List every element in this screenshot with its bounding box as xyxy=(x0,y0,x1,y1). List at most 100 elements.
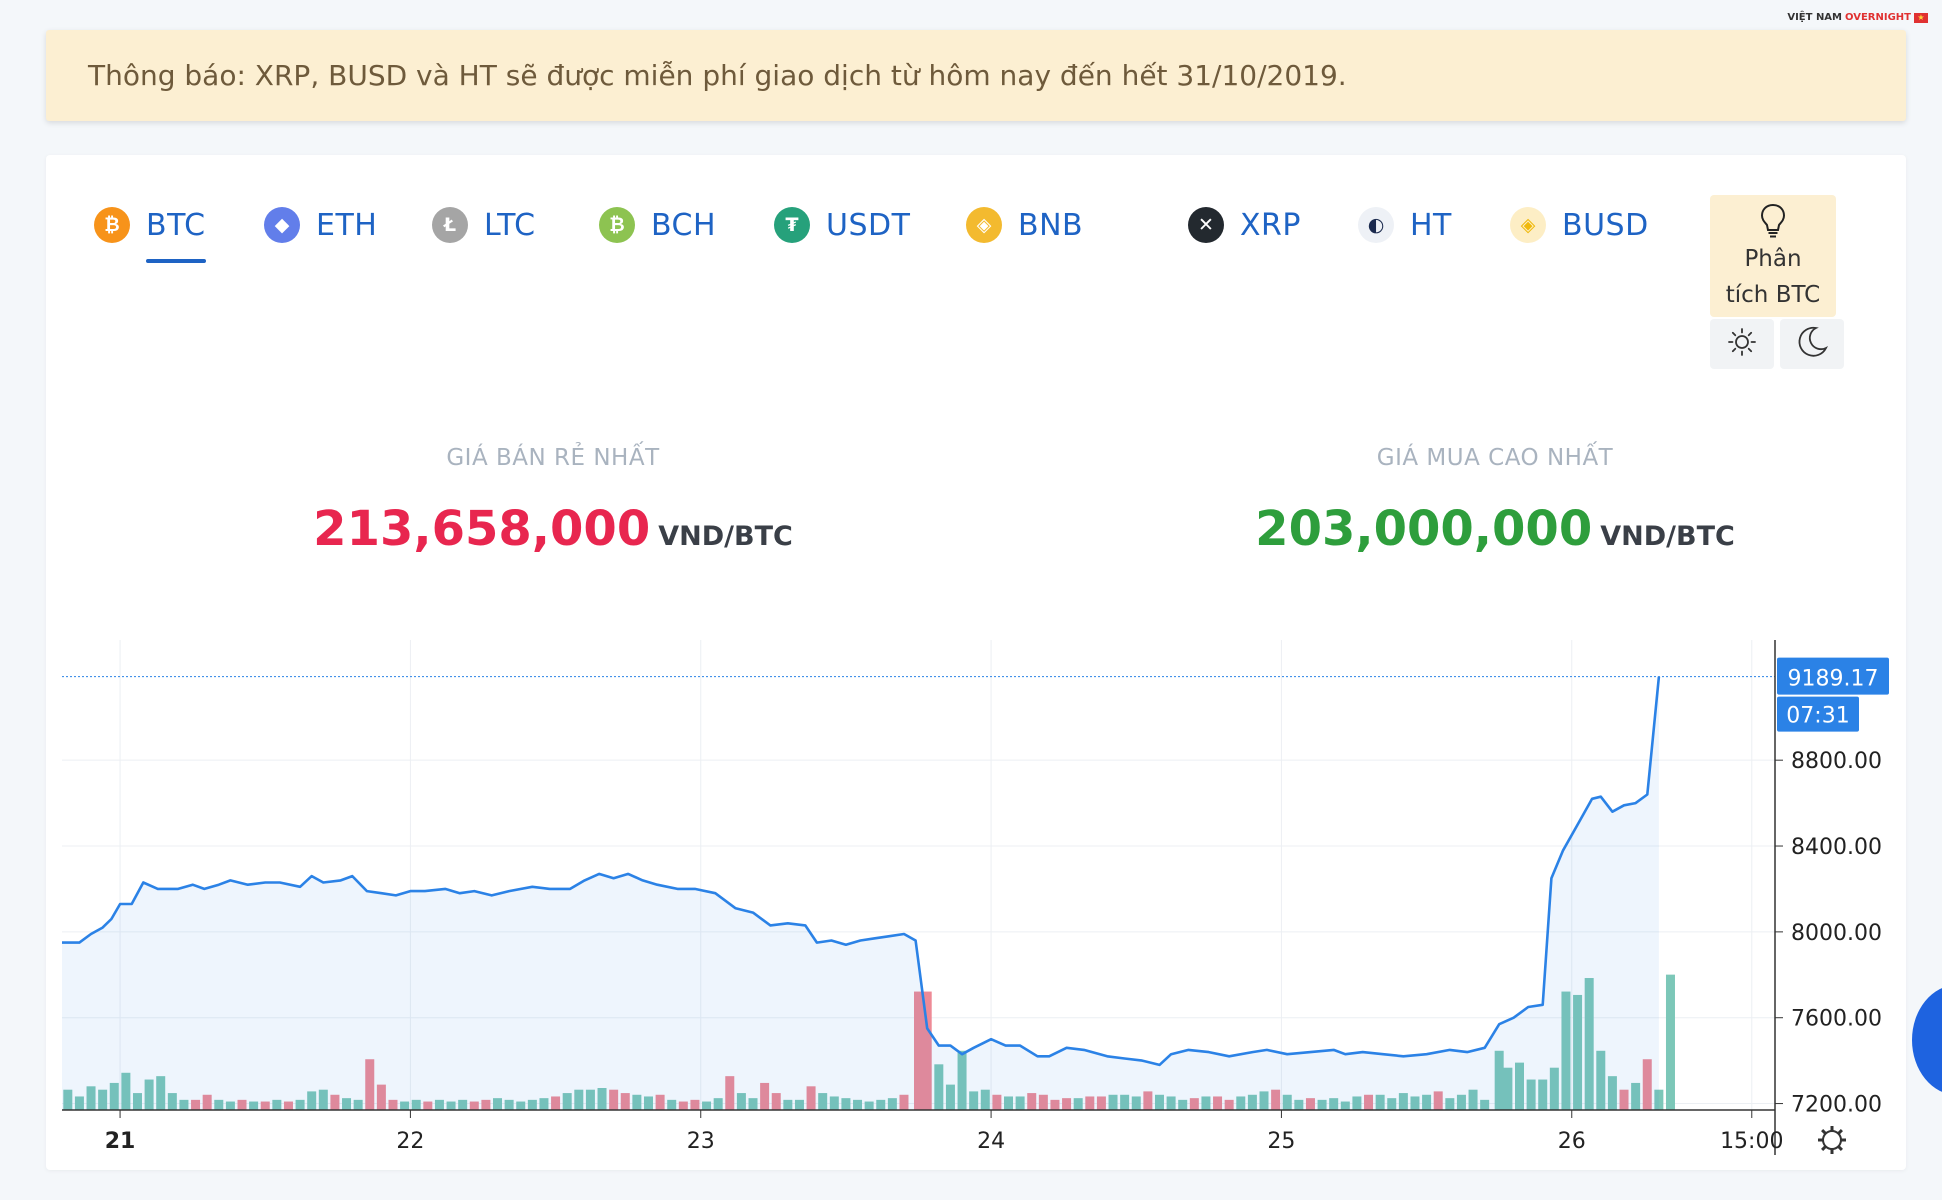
analysis-label-line1: Phân xyxy=(1744,246,1802,272)
volume-bar xyxy=(1422,1094,1432,1110)
volume-bar xyxy=(1062,1098,1072,1110)
volume-bar xyxy=(1213,1096,1223,1110)
tab-label: BNB xyxy=(1018,207,1084,243)
volume-bar xyxy=(516,1101,526,1110)
volume-bar xyxy=(132,1093,142,1110)
tab-ht[interactable]: ◐ HT xyxy=(1358,195,1452,255)
last-time-badge xyxy=(1777,696,1859,732)
volume-bar xyxy=(365,1059,375,1110)
volume-bar xyxy=(690,1099,700,1110)
volume-bar xyxy=(214,1099,224,1110)
volume-bar xyxy=(74,1096,84,1110)
y-tick-label: 7600.00 xyxy=(1791,1007,1882,1032)
volume-bar xyxy=(864,1101,874,1110)
volume-bar xyxy=(191,1099,201,1110)
litecoin-icon: Ł xyxy=(432,207,468,243)
volume-bar xyxy=(1224,1099,1234,1110)
volume-bar xyxy=(1665,974,1675,1110)
volume-bar xyxy=(1340,1101,1350,1110)
volume-bar xyxy=(400,1101,410,1110)
volume-bar xyxy=(945,1084,955,1110)
tab-label: XRP xyxy=(1240,207,1301,243)
volume-bar xyxy=(98,1089,108,1110)
lightbulb-icon xyxy=(1710,203,1836,241)
volume-bar xyxy=(1247,1094,1257,1110)
volume-bar xyxy=(1468,1089,1478,1110)
busd-icon: ◈ xyxy=(1510,207,1546,243)
y-tick-label: 7200.00 xyxy=(1791,1093,1882,1118)
volume-bar xyxy=(980,1089,990,1110)
ethereum-icon: ◆ xyxy=(264,207,300,243)
volume-bar xyxy=(260,1101,270,1110)
volume-bar xyxy=(1631,1082,1641,1110)
volume-bar xyxy=(1375,1094,1385,1110)
tab-ltc[interactable]: Ł LTC xyxy=(432,195,536,255)
volume-bar xyxy=(1282,1094,1292,1110)
volume-bar xyxy=(609,1089,619,1110)
huobi-token-icon: ◐ xyxy=(1358,207,1394,243)
chart-settings-gear-icon[interactable] xyxy=(1818,1126,1846,1154)
volume-bar xyxy=(794,1099,804,1110)
volume-bar xyxy=(585,1089,595,1110)
brand-logo: VIỆT NAM OVERNIGHT ★ xyxy=(1787,12,1928,23)
announcement-banner: Thông báo: XRP, BUSD và HT sẽ được miễn … xyxy=(46,30,1906,121)
volume-bar xyxy=(458,1099,468,1110)
volume-bar xyxy=(1317,1099,1327,1110)
volume-bar xyxy=(887,1098,897,1110)
volume-bar xyxy=(1398,1093,1408,1110)
volume-bar xyxy=(1154,1094,1164,1110)
volume-bar xyxy=(1642,1059,1652,1110)
volume-bar xyxy=(1503,1067,1513,1110)
dark-theme-button[interactable] xyxy=(1780,319,1844,369)
tab-label: BUSD xyxy=(1562,207,1649,243)
tab-busd[interactable]: ◈ BUSD xyxy=(1510,195,1649,255)
tab-usdt[interactable]: ₮ USDT xyxy=(774,195,910,255)
volume-bar xyxy=(934,1064,944,1110)
volume-bar xyxy=(1364,1094,1374,1110)
volume-bar xyxy=(725,1076,735,1110)
volume-bar xyxy=(643,1096,653,1110)
volume-bar xyxy=(353,1099,363,1110)
tab-label: USDT xyxy=(826,207,911,243)
analysis-button[interactable]: Phân tích BTC xyxy=(1710,195,1836,317)
x-tick-label: 22 xyxy=(396,1129,424,1154)
volume-bar xyxy=(411,1099,421,1110)
volume-bar xyxy=(1538,1079,1548,1110)
sell-price-panel: GIÁ BÁN RẺ NHẤT 213,658,000 VND/BTC xyxy=(203,445,903,557)
volume-bar xyxy=(969,1091,979,1110)
moon-icon xyxy=(1794,324,1830,364)
tab-btc[interactable]: ₿ BTC xyxy=(94,195,206,263)
volume-bar xyxy=(1108,1094,1118,1110)
tab-bch[interactable]: ₿ BCH xyxy=(599,195,716,255)
volume-bar xyxy=(283,1101,293,1110)
volume-bar xyxy=(1387,1098,1397,1110)
buy-price-value: 203,000,000 xyxy=(1255,501,1593,557)
volume-bar xyxy=(1004,1096,1014,1110)
volume-bar xyxy=(1456,1094,1466,1110)
tab-bnb[interactable]: ◈ BNB xyxy=(966,195,1083,255)
volume-bar xyxy=(1178,1099,1188,1110)
tab-eth[interactable]: ◆ ETH xyxy=(264,195,377,255)
volume-bar xyxy=(1236,1096,1246,1110)
tab-xrp[interactable]: ✕ XRP xyxy=(1188,195,1301,255)
bitcoin-icon: ₿ xyxy=(94,207,130,243)
x-tick-label: 15:00 xyxy=(1720,1129,1783,1154)
light-theme-button[interactable] xyxy=(1710,319,1774,369)
volume-bar xyxy=(1027,1093,1037,1110)
price-line xyxy=(62,676,1661,1067)
analysis-label-line2: tích BTC xyxy=(1725,282,1821,308)
volume-bar xyxy=(914,991,923,1110)
volume-bar xyxy=(562,1093,572,1110)
volume-bar xyxy=(1619,1089,1629,1110)
volume-bar xyxy=(1305,1098,1315,1110)
volume-bar xyxy=(736,1093,746,1110)
volume-bar xyxy=(167,1093,177,1110)
volume-bar xyxy=(307,1091,317,1110)
volume-bar xyxy=(225,1101,235,1110)
buy-price-panel: GIÁ MUA CAO NHẤT 203,000,000 VND/BTC xyxy=(1145,445,1845,557)
volume-bar xyxy=(1143,1091,1153,1110)
announcement-text: Thông báo: XRP, BUSD và HT sẽ được miễn … xyxy=(88,59,1347,92)
volume-bar xyxy=(109,1082,119,1110)
volume-bar xyxy=(783,1099,793,1110)
